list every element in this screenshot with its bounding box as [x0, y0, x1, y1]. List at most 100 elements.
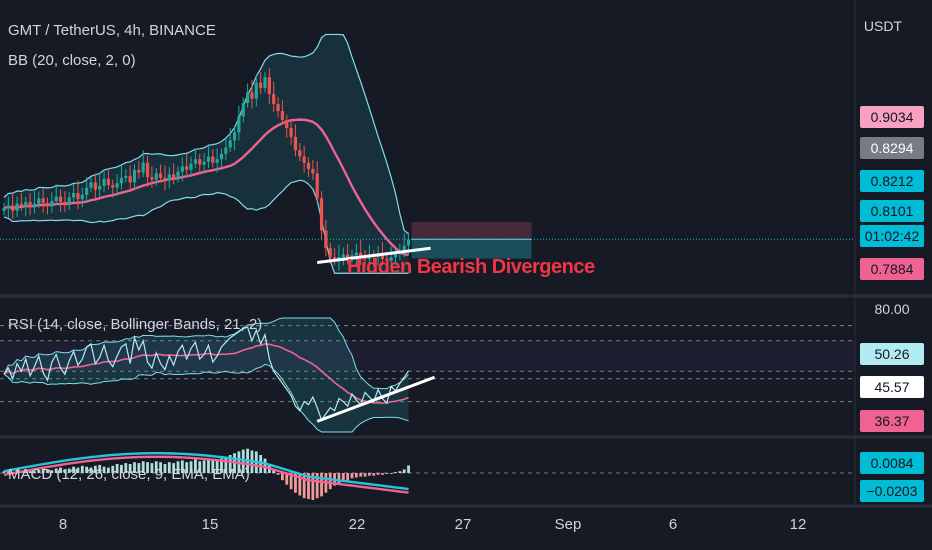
macd-hist-70 — [307, 473, 310, 500]
macd-hist-93 — [407, 465, 410, 473]
x-tick-6: 12 — [789, 516, 807, 533]
macd-hist-87 — [381, 473, 384, 475]
macd-hist-38 — [167, 462, 171, 473]
candle-body-22 — [98, 185, 102, 190]
candle-body-45 — [198, 159, 202, 165]
macd-hist-1 — [6, 470, 10, 473]
macd-hist-35 — [154, 461, 158, 473]
macd-hist-46 — [202, 460, 206, 473]
macd-hist-8 — [37, 470, 41, 473]
candle-body-1 — [6, 205, 10, 209]
macd-tag-0: 0.0084 — [860, 452, 924, 474]
bb-basis-line — [3, 118, 409, 256]
macd-hist-47 — [207, 458, 210, 473]
candle-body-13 — [58, 196, 63, 202]
macd-hist-80 — [350, 473, 354, 479]
macd-hist-72 — [315, 473, 319, 499]
bb-upper-line — [3, 33, 409, 235]
rsi-legend[interactable]: RSI (14, close, Bollinger Bands, 21, 2) — [8, 316, 263, 333]
macd-hist-88 — [385, 473, 389, 474]
macd-hist-0 — [2, 471, 6, 473]
candle-body-55 — [241, 103, 245, 117]
macd-hist-49 — [215, 460, 219, 473]
macd-hist-85 — [372, 473, 376, 476]
candle-body-56 — [246, 92, 250, 104]
candle-body-6 — [28, 201, 32, 208]
macd-hist-23 — [102, 466, 106, 473]
candle-body-31 — [137, 169, 141, 173]
candle-body-42 — [185, 166, 189, 170]
candle-body-41 — [180, 166, 184, 172]
candle-body-54 — [237, 116, 241, 133]
macd-hist-40 — [176, 461, 180, 473]
macd-hist-13 — [59, 467, 62, 473]
macd-hist-32 — [141, 461, 145, 473]
macd-hist-15 — [67, 468, 71, 473]
macd-hist-20 — [89, 467, 93, 473]
bb-fill — [4, 34, 409, 274]
bb-lower-line — [3, 179, 409, 274]
candle-body-57 — [250, 92, 254, 99]
candle-body-83 — [363, 257, 367, 259]
position-target-zone — [411, 239, 532, 259]
candle-body-3 — [15, 203, 19, 211]
price-divergence-line — [317, 246, 431, 265]
macd-hist-84 — [368, 473, 371, 476]
candle-body-2 — [11, 205, 15, 211]
price-tag-3: 0.8101 — [860, 200, 924, 222]
bb-legend[interactable]: BB (20, close, 2, 0) — [8, 52, 136, 69]
macd-tag-1: −0.0203 — [860, 480, 924, 502]
candle-body-33 — [145, 162, 150, 177]
candle-body-25 — [111, 185, 115, 188]
candle-body-79 — [346, 254, 350, 259]
candle-body-36 — [159, 173, 163, 178]
candle-body-62 — [272, 94, 276, 104]
candle-body-26 — [115, 183, 119, 188]
macd-line — [3, 451, 409, 491]
candle-body-32 — [141, 162, 145, 173]
candle-body-48 — [211, 156, 215, 163]
macd-hist-24 — [107, 467, 110, 473]
macd-hist-30 — [133, 462, 136, 473]
candle-body-18 — [80, 194, 84, 200]
candle-body-34 — [150, 177, 154, 180]
candle-body-23 — [102, 178, 106, 186]
price-tag-4: 01:02:42 — [860, 225, 924, 247]
candle-body-58 — [254, 82, 258, 99]
macd-hist-7 — [33, 471, 36, 473]
candle-body-50 — [219, 153, 224, 160]
macd-hist-19 — [85, 466, 89, 473]
candle-body-69 — [302, 156, 306, 163]
candle-body-24 — [106, 178, 110, 186]
macd-hist-22 — [98, 464, 102, 473]
candle-body-89 — [389, 257, 393, 261]
candle-body-74 — [324, 230, 328, 249]
macd-hist-90 — [394, 472, 397, 473]
macd-hist-59 — [259, 455, 263, 473]
candle-body-10 — [45, 202, 50, 207]
macd-signal-line — [3, 455, 409, 494]
x-tick-3: 27 — [454, 516, 472, 533]
macd-hist-29 — [128, 464, 132, 473]
macd-hist-69 — [302, 473, 306, 499]
candle-body-7 — [32, 203, 37, 208]
macd-hist-65 — [285, 473, 289, 485]
macd-hist-62 — [272, 469, 276, 473]
macd-hist-66 — [289, 473, 293, 490]
candle-body-4 — [19, 203, 23, 207]
candle-body-46 — [202, 161, 206, 165]
rsi-divergence-line — [316, 375, 436, 423]
macd-hist-26 — [115, 464, 119, 473]
price-tag-2: 0.8212 — [860, 170, 924, 192]
macd-hist-37 — [163, 464, 167, 473]
candle-body-21 — [93, 182, 97, 190]
macd-hist-91 — [398, 471, 402, 473]
macd-hist-27 — [120, 464, 123, 473]
candle-body-40 — [176, 171, 180, 178]
macd-legend[interactable]: MACD (12, 26, close, 9, EMA, EMA) — [8, 466, 250, 483]
candle-body-64 — [280, 111, 284, 120]
candle-body-90 — [393, 253, 398, 258]
rsi-bb-upper — [3, 317, 409, 390]
